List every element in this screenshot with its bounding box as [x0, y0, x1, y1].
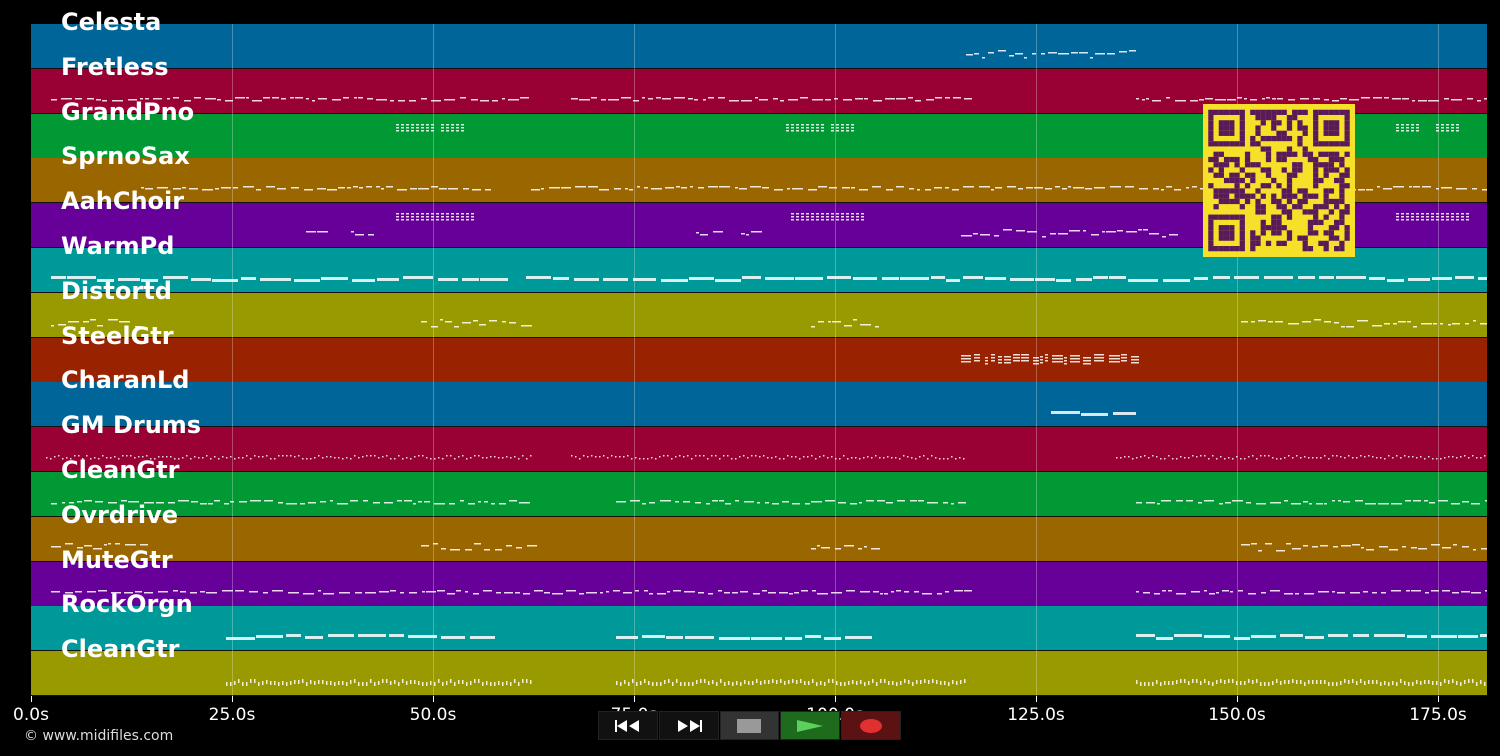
track-notes	[961, 354, 1139, 365]
track-row[interactable]	[31, 382, 1487, 427]
axis-tick	[433, 696, 434, 702]
track-notes	[51, 97, 1487, 102]
track-notes	[306, 213, 1469, 238]
track-notes	[51, 543, 1487, 552]
gridline	[634, 24, 635, 696]
stop-icon	[737, 718, 762, 733]
track-label: Ovrdrive	[61, 501, 179, 529]
track-label: RockOrgn	[61, 590, 193, 618]
track-row[interactable]	[31, 562, 1487, 607]
track-label: CharanLd	[61, 366, 190, 394]
gridline	[1438, 24, 1439, 696]
track-label: CleanGtr	[61, 635, 180, 663]
axis-tick	[31, 696, 32, 702]
copyright-text: © www.midifiles.com	[24, 728, 174, 744]
track-label: SprnoSax	[61, 142, 190, 170]
track-label: Celesta	[61, 8, 162, 36]
stop-button[interactable]	[719, 711, 780, 740]
axis-tick-label: 0.0s	[13, 705, 49, 725]
gridline	[1036, 24, 1037, 696]
track-notes	[51, 500, 1487, 505]
track-row[interactable]	[31, 427, 1487, 472]
gridline	[433, 24, 434, 696]
track-row[interactable]	[31, 24, 1487, 69]
track-notes	[51, 276, 1487, 282]
track-label: AahChoir	[61, 187, 185, 215]
axis-tick	[1237, 696, 1238, 702]
fast-forward-button[interactable]	[658, 711, 719, 740]
track-notes	[226, 679, 1486, 686]
record-button[interactable]	[841, 711, 901, 740]
axis-tick-label: 25.0s	[208, 705, 256, 725]
track-label: CleanGtr	[61, 456, 180, 484]
record-icon	[860, 718, 883, 733]
rewind-button[interactable]	[598, 711, 658, 740]
track-row[interactable]	[31, 338, 1487, 383]
track-row[interactable]	[31, 472, 1487, 517]
axis-tick-label: 50.0s	[409, 705, 457, 725]
play-button[interactable]	[780, 711, 841, 740]
qr-code[interactable]	[1203, 104, 1355, 257]
axis-tick	[1036, 696, 1037, 702]
track-row[interactable]	[31, 651, 1487, 696]
track-notes	[966, 50, 1136, 59]
gridline	[232, 24, 233, 696]
axis-tick-label: 150.0s	[1208, 705, 1266, 725]
track-label: GrandPno	[61, 98, 195, 126]
track-notes	[226, 634, 1487, 640]
rewind-icon	[614, 719, 639, 732]
play-icon	[797, 719, 824, 732]
track-notes	[51, 590, 1487, 595]
track-label: SteelGtr	[61, 322, 174, 350]
track-label: GM Drums	[61, 411, 202, 439]
track-row[interactable]	[31, 517, 1487, 562]
track-notes	[1051, 411, 1136, 416]
track-label: WarmPd	[61, 232, 175, 260]
qr-code-pattern	[1208, 109, 1350, 252]
axis-tick	[835, 696, 836, 702]
track-notes	[396, 124, 1459, 132]
track-row[interactable]	[31, 606, 1487, 651]
track-row[interactable]	[31, 293, 1487, 338]
axis-tick-label: 125.0s	[1007, 705, 1065, 725]
fast-forward-icon	[677, 719, 702, 732]
gridline	[1237, 24, 1238, 696]
track-label: MuteGtr	[61, 546, 173, 574]
axis-tick-label: 175.0s	[1409, 705, 1467, 725]
axis-tick	[1438, 696, 1439, 702]
transport-controls	[598, 711, 902, 740]
track-notes	[46, 455, 1486, 460]
axis-tick	[634, 696, 635, 702]
track-label: Distortd	[61, 277, 172, 305]
track-label: Fretless	[61, 53, 169, 81]
axis-tick	[232, 696, 233, 702]
gridline	[835, 24, 836, 696]
track-notes	[51, 319, 1487, 328]
